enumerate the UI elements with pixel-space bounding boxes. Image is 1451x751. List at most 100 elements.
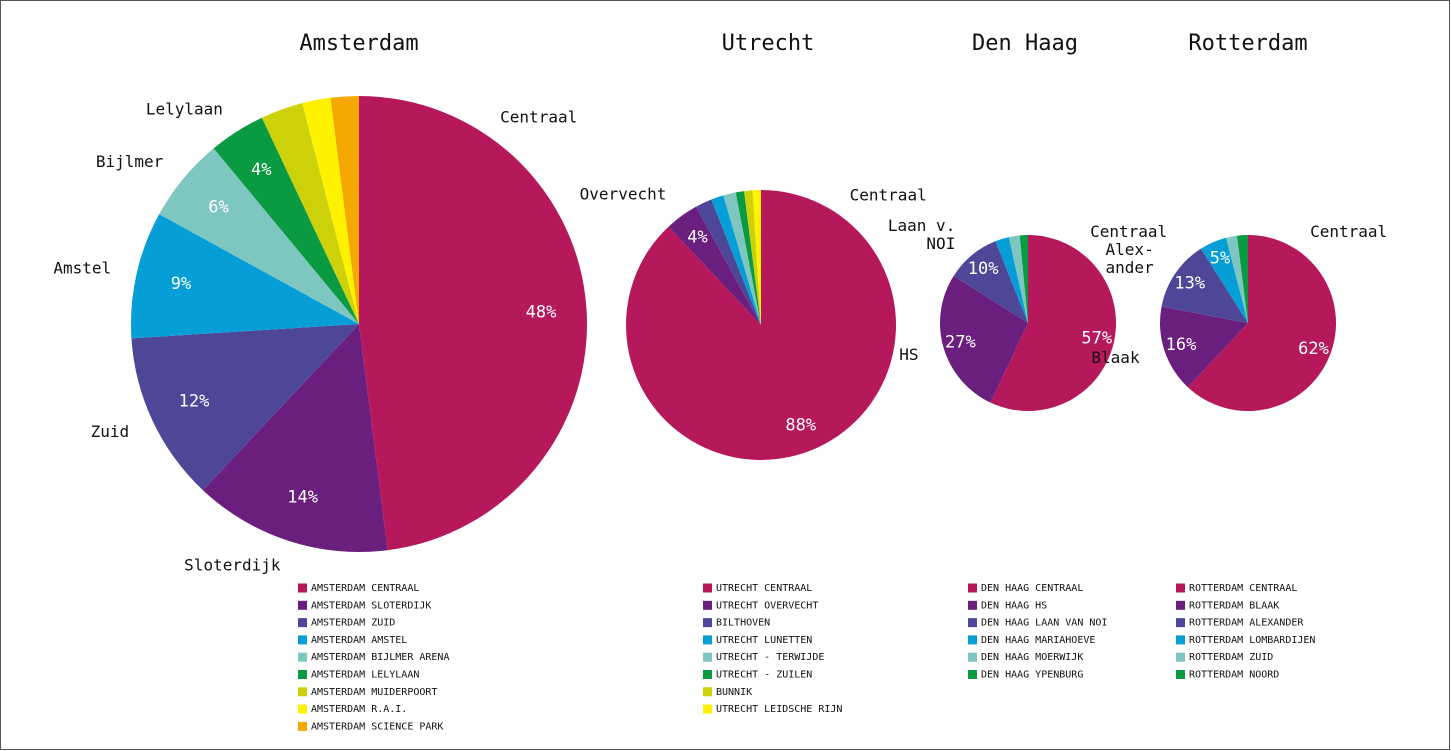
slice-label: Zuid	[91, 422, 130, 441]
pie-slice	[1019, 235, 1028, 323]
legend-swatch	[298, 652, 307, 662]
legend-swatch	[703, 583, 712, 593]
legend-label: UTRECHT LUNETTEN	[716, 635, 812, 646]
slice-percent: 9%	[171, 274, 191, 294]
legend-label: UTRECHT OVERVECHT	[716, 600, 818, 611]
slice-label: Centraal	[1310, 222, 1387, 241]
slice-percent: 88%	[785, 415, 816, 435]
legend-label: ROTTERDAM CENTRAAL	[1189, 583, 1297, 594]
pie-slice	[261, 103, 359, 324]
pie-slice	[940, 275, 1028, 403]
slice-label-line: Centraal	[850, 185, 927, 204]
legend-label: AMSTERDAM ZUID	[311, 618, 395, 629]
pie-slice	[752, 190, 761, 325]
slice-percent: 48%	[526, 303, 557, 323]
pie-slice	[744, 190, 761, 325]
legend-label: AMSTERDAM AMSTEL	[311, 635, 407, 646]
pie-slice	[1226, 235, 1248, 323]
slice-percent: 12%	[179, 392, 210, 412]
legend-swatch	[298, 721, 307, 731]
slice-label: Centraal	[1090, 222, 1167, 241]
slice-percent: 6%	[208, 198, 228, 218]
slice-percent: 27%	[945, 333, 976, 353]
slice-percent: 10%	[968, 259, 999, 279]
slice-percent: 13%	[1174, 273, 1205, 293]
slice-label-line: Laan v.	[888, 216, 955, 235]
slice-label: Lelylaan	[146, 99, 223, 118]
slice-label: Bijlmer	[96, 152, 164, 171]
pie-slice	[131, 324, 359, 491]
slice-label: HS	[899, 344, 918, 363]
legend-label: DEN HAAG MOERWIJK	[981, 652, 1083, 663]
pie-slice	[1200, 237, 1248, 323]
slice-label-line: Centraal	[1310, 222, 1387, 241]
slice-percent: 57%	[1081, 328, 1112, 348]
legend-swatch	[1176, 652, 1185, 662]
legend-label: UTRECHT - TERWIJDE	[716, 652, 824, 663]
legend-label: AMSTERDAM MUIDERPOORT	[311, 687, 437, 698]
legend-label: UTRECHT LEIDSCHE RIJN	[716, 704, 842, 715]
legend-swatch	[968, 652, 977, 662]
legend-label: ROTTERDAM BLAAK	[1189, 600, 1279, 611]
pie-slice	[1160, 306, 1248, 388]
legend-label: DEN HAAG CENTRAAL	[981, 583, 1083, 594]
pie-slice	[1008, 235, 1028, 323]
slice-label: Sloterdijk	[184, 555, 281, 574]
pie-slice	[668, 206, 761, 325]
legend-swatch	[703, 670, 712, 679]
pie-slice	[995, 237, 1028, 323]
pie-slice	[202, 324, 388, 552]
slice-label-line: Alex-	[1106, 239, 1154, 258]
legend-swatch	[703, 618, 712, 628]
legend-swatch	[298, 670, 307, 679]
pie-slice	[723, 192, 761, 325]
legend-label: AMSTERDAM LELYLAAN	[311, 670, 419, 681]
pie-slice	[953, 241, 1028, 323]
legend-label: AMSTERDAM SCIENCE PARK	[311, 721, 443, 732]
slice-label-line: Lelylaan	[146, 99, 223, 118]
slice-label-line: Blaak	[1091, 348, 1140, 367]
pie-slice	[711, 195, 761, 325]
legend-swatch	[968, 600, 977, 610]
legend-label: UTRECHT - ZUILEN	[716, 670, 812, 681]
legend-swatch	[298, 600, 307, 610]
chart-title: Den Haag	[972, 31, 1078, 56]
slice-label: Centraal	[500, 107, 577, 126]
slice-percent: 62%	[1298, 339, 1329, 359]
slice-label-line: Bijlmer	[96, 152, 164, 171]
legend-label: AMSTERDAM CENTRAAL	[311, 583, 419, 594]
legend-swatch	[968, 618, 977, 628]
legend-swatch	[703, 704, 712, 714]
legend-label: ROTTERDAM LOMBARDIJEN	[1189, 635, 1315, 646]
legend-label: ROTTERDAM ZUID	[1189, 652, 1273, 663]
slice-percent: 4%	[251, 160, 271, 180]
legend-swatch	[298, 635, 307, 645]
legend-swatch	[703, 600, 712, 610]
legend-label: AMSTERDAM SLOTERDIJK	[311, 600, 431, 611]
pie-slice	[990, 235, 1117, 411]
legend-label: DEN HAAG LAAN VAN NOI	[981, 618, 1107, 629]
slice-label-line: Sloterdijk	[184, 555, 281, 574]
slice-label-line: Amstel	[53, 258, 111, 277]
slice-label-line: HS	[899, 344, 918, 363]
slice-label: Amstel	[53, 258, 111, 277]
slice-label: Alex-ander	[1106, 239, 1155, 276]
chart-title: Amsterdam	[299, 31, 418, 56]
pie-slice	[213, 117, 359, 324]
slice-percent: 16%	[1166, 335, 1197, 355]
legend-swatch	[298, 618, 307, 628]
legend-label: AMSTERDAM R.A.I.	[311, 704, 407, 715]
legend-label: UTRECHT CENTRAAL	[716, 583, 812, 594]
slice-label: Blaak	[1091, 348, 1140, 367]
slice-label-line: Zuid	[91, 422, 130, 441]
slice-label: Overvecht	[580, 184, 667, 203]
legend-swatch	[1176, 670, 1185, 679]
legend-swatch	[1176, 618, 1185, 628]
legend-swatch	[968, 583, 977, 593]
chart-title: Utrecht	[722, 31, 815, 56]
pie-slice	[159, 148, 359, 324]
slice-label-line: ander	[1106, 257, 1155, 276]
slice-label-line: Overvecht	[580, 184, 667, 203]
legend-swatch	[968, 670, 977, 679]
legend-label: ROTTERDAM ALEXANDER	[1189, 618, 1304, 629]
